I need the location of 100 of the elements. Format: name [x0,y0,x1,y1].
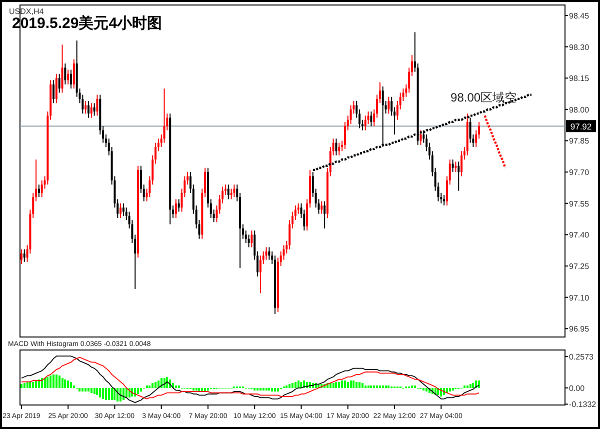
candlestick [20,248,22,264]
bar [174,385,177,388]
bar [332,383,334,388]
bar [466,385,468,388]
candlestick [259,255,262,294]
candlestick [454,161,457,173]
bar [338,382,340,388]
candlestick [122,202,124,216]
bar [26,382,28,388]
bar [335,382,338,388]
candlestick [248,234,250,248]
candlestick [370,110,372,127]
bar [70,382,72,388]
bar [268,388,270,390]
bar [384,385,387,388]
candlestick [250,230,253,248]
bar [120,388,122,402]
candlestick [469,117,472,144]
bar [152,383,154,388]
bar [286,385,288,388]
bar [388,385,390,388]
bar [297,380,300,388]
candlestick [70,69,72,90]
bar [160,378,162,388]
bar [206,388,209,390]
candlestick [227,184,230,200]
candlestick [61,44,64,94]
bar [472,383,474,388]
y-tick-label: 96.95 [569,324,590,334]
bar [58,376,60,388]
candlestick [233,184,236,198]
bar [370,385,372,388]
bar [87,388,90,392]
bar [78,388,81,392]
bar [148,385,151,388]
bar [448,388,451,392]
y-tick-label: 97.85 [569,136,590,146]
bar [346,382,349,388]
candlestick [320,200,323,214]
bar [32,382,34,388]
bar [344,380,346,388]
candlestick [52,80,55,104]
candlestick [58,73,60,94]
bar [195,388,198,390]
bar [478,380,480,388]
y-tick-label: 0.2573 [569,352,594,362]
bar [254,388,256,390]
candlestick [96,94,98,116]
candlestick [163,88,166,144]
bar [46,376,49,388]
candlestick [335,138,338,156]
candlestick [458,161,460,192]
candlestick [443,194,446,206]
bar [140,388,142,392]
bar [146,385,148,388]
bar [29,382,32,388]
bar [288,384,291,388]
bar [350,380,352,388]
annotation: 98.00区域空 [450,90,517,104]
candlestick [84,100,87,114]
candlestick [230,188,232,200]
bar [96,388,98,396]
bar [352,380,355,388]
candlestick [174,198,177,218]
candlestick [338,142,340,156]
bar [104,388,107,400]
candlestick [388,96,390,114]
candlestick [40,180,43,198]
bar [422,388,425,390]
line-series [484,114,506,169]
candlestick [55,73,58,104]
candlestick [93,102,96,116]
bar [378,385,381,388]
y-tick-label: 98.00 [569,105,590,114]
candlestick [120,202,122,218]
bar [364,385,366,388]
y-tick-label: 97.40 [569,230,590,240]
bar [373,385,376,388]
bar [292,383,294,388]
bar [469,384,472,388]
bar [329,383,332,388]
bar [367,385,370,388]
bar [55,374,58,388]
bar [192,388,194,390]
bar [122,388,124,400]
y-tick-label: 0.00 [569,384,586,393]
y-tick-label: 98.30 [569,42,590,52]
candlestick [23,248,26,262]
bar [361,383,364,388]
candlestick [38,184,40,198]
y-tick-label: -0.1332 [569,400,597,410]
candlestick [452,159,454,173]
bar [452,388,454,390]
candlestick [64,62,66,85]
candlestick [364,115,366,131]
y-tick-label: 97.70 [569,168,590,178]
bar [414,385,416,388]
y-tick-label: 98.15 [569,74,590,84]
bar [358,382,361,388]
bar [178,385,180,388]
